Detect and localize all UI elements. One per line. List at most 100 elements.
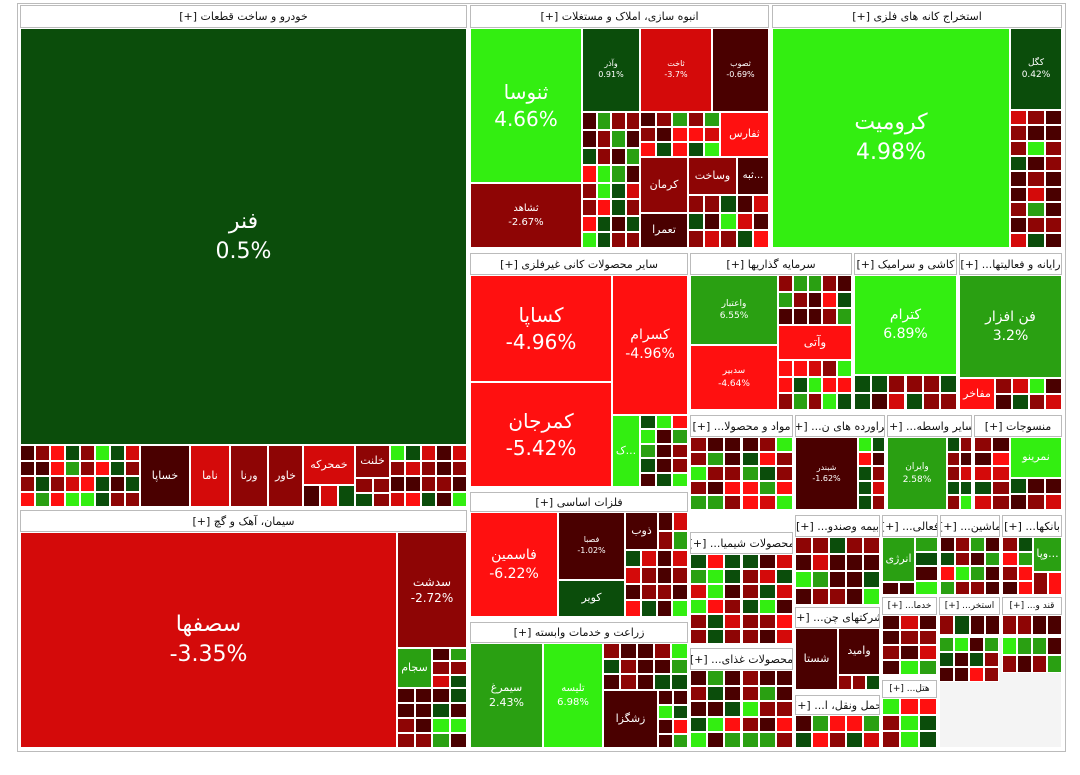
filler-tile (918, 660, 937, 675)
filler-tile (822, 376, 838, 394)
filler-tile (414, 688, 432, 703)
filler-tile (900, 731, 919, 748)
filler-tile (1027, 171, 1045, 187)
filler-tile (397, 733, 415, 748)
filler-tile (1045, 394, 1062, 410)
filler-tile (1027, 202, 1045, 218)
filler-tile (65, 476, 80, 492)
sector-title: فعالی... [+] (882, 519, 938, 533)
filler-tile (449, 703, 467, 718)
filler-tile (125, 491, 140, 507)
filler-tile (80, 491, 95, 507)
filler-tile (1010, 171, 1028, 187)
filler-tile (915, 551, 938, 566)
filler-tile (582, 199, 597, 216)
filler-tile (1017, 580, 1033, 595)
filler-tile (690, 569, 708, 584)
filler-tile (690, 670, 708, 686)
filler-tile (795, 537, 812, 554)
sector-title: محصولات شیمیا... [+] (690, 536, 793, 550)
filler-tile (390, 460, 406, 476)
filler-tile (947, 480, 960, 496)
filler-tile (778, 275, 793, 292)
stock-tile: سصفها -3.35% (20, 532, 397, 748)
filler-tile (905, 392, 923, 410)
sector-header: بیمه وصندو... [+] (795, 515, 880, 537)
filler-tile (882, 630, 901, 645)
filler-tile (882, 615, 901, 630)
sector-title: بانکها... [+] (1004, 519, 1060, 533)
filler-tile (720, 230, 737, 248)
filler-tile (372, 478, 390, 493)
filler-tile (582, 183, 597, 200)
sector-header: شرکتهای چن... [+] (795, 607, 880, 628)
sector-title: بیمه وصندو... [+] (796, 519, 879, 533)
filler-tile (707, 716, 725, 733)
stock-symbol: وایران (905, 462, 929, 473)
filler-tile (724, 437, 742, 452)
filler-tile (1047, 637, 1062, 655)
stock-symbol: انرژی (885, 552, 912, 566)
stock-tile: کترام 6.89% (854, 275, 957, 375)
stock-symbol: خلنت (360, 454, 385, 468)
filler-tile (741, 554, 759, 569)
filler-tile (1044, 125, 1062, 141)
filler-tile (758, 732, 776, 748)
stock-tile: فن افزار 3.2% (959, 275, 1062, 378)
stock-change: 0.91% (598, 70, 624, 79)
filler-tile (984, 652, 999, 667)
stock-change: -3.35% (169, 642, 248, 667)
filler-tile (596, 112, 611, 130)
filler-tile (704, 127, 720, 142)
stock-tile: کویر (558, 580, 625, 617)
filler-tile (741, 569, 759, 584)
stock-symbol: خاور (275, 468, 296, 482)
stock-tile: وآتی (778, 325, 852, 360)
sector-header: محصولات غذای... [+] (690, 648, 793, 670)
stock-tile: وامید (838, 628, 880, 675)
stock-symbol: کترام (889, 307, 922, 324)
filler-tile (436, 491, 452, 507)
stock-change: 4.66% (494, 106, 558, 131)
filler-tile (724, 451, 742, 467)
filler-tile (992, 437, 1010, 452)
filler-tile (812, 731, 829, 748)
filler-tile (690, 599, 708, 614)
stock-tile: خساپا (140, 445, 190, 507)
filler-tile (1028, 378, 1046, 394)
stock-symbol: ناما (202, 468, 218, 482)
filler-tile (690, 701, 708, 717)
filler-tile (741, 716, 759, 733)
filler-tile (846, 731, 863, 748)
filler-tile (1002, 537, 1018, 552)
filler-tile (672, 583, 688, 601)
stock-symbol: وپا... (1036, 547, 1059, 561)
filler-tile (1027, 156, 1045, 172)
filler-tile (882, 714, 901, 732)
filler-tile (969, 637, 984, 652)
sector-header: استخر... [+] (939, 597, 1000, 615)
stock-symbol: مفاخر (963, 386, 991, 400)
filler-tile (758, 466, 776, 481)
filler-tile (724, 599, 742, 614)
filler-tile (954, 637, 969, 652)
filler-tile (882, 698, 901, 715)
sector-header: فلزات اساسی [+] (470, 492, 688, 512)
filler-tile (704, 112, 720, 127)
filler-tile (1010, 156, 1028, 172)
filler-tile (110, 460, 125, 476)
filler-tile (741, 614, 759, 629)
stock-tile: ثبه... (737, 157, 769, 195)
filler-tile (320, 485, 338, 507)
stock-symbol: وآذر (604, 59, 618, 69)
filler-tile (688, 127, 704, 142)
filler-tile (837, 275, 852, 292)
stock-tile: خمحرکه (303, 445, 355, 485)
filler-tile (955, 537, 970, 552)
stock-change: -5.42% (505, 435, 577, 460)
filler-tile (611, 231, 626, 248)
filler-tile (775, 451, 793, 467)
filler-tile (807, 393, 823, 410)
filler-tile (775, 701, 793, 717)
filler-tile (900, 615, 919, 630)
